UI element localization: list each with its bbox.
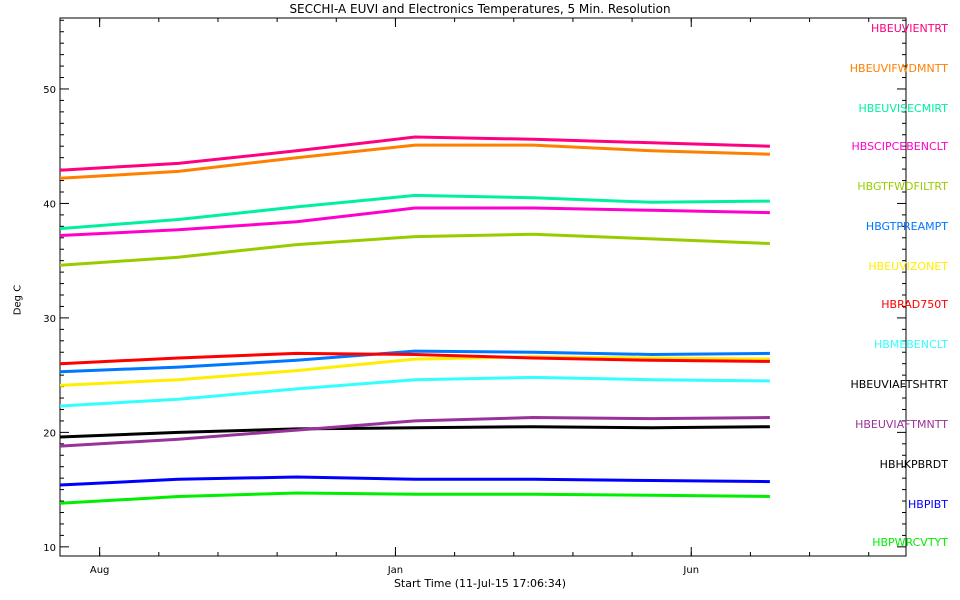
series-line-hbeuviaftshtrt	[59, 425, 770, 439]
legend-hbscipcebenclt: HBSCIPCEBENCLT	[851, 140, 948, 153]
chart-title: SECCHI-A EUVI and Electronics Temperatur…	[289, 2, 671, 16]
legend-hbmebenclt: HBMEBENCLT	[874, 338, 948, 351]
legend-hbpibt: HBPIBT	[908, 498, 948, 511]
y-tick-label-10: 10	[43, 543, 56, 554]
legend-hbgtpreampt: HBGTPREAMPT	[865, 220, 948, 233]
legend-hbrad750t: HBRAD750T	[881, 298, 948, 311]
x-axis-label: Start Time (11-Jul-15 17:06:34)	[393, 577, 567, 590]
legend-hbpwrcvtyt: HBPWRCVTYT	[872, 536, 948, 549]
series-line-hbpwrcvtyt	[59, 491, 770, 505]
series-line-hbmebenclt	[59, 375, 770, 408]
y-tick-label-30: 30	[43, 314, 56, 325]
legend-hbeuvifwdmntt: HBEUVIFWDMNTT	[849, 62, 948, 75]
y-tick-label-40: 40	[43, 199, 56, 210]
y-tick-label-50: 50	[43, 85, 56, 96]
y-axis-label: Deg C	[12, 284, 24, 316]
series-line-hbrad750t	[59, 351, 770, 366]
series-line-hbgtpreampt	[59, 349, 770, 374]
legend-hbeuvisecmirt: HBEUVISECMIRT	[858, 102, 949, 115]
x-tick-label-aug: Aug	[90, 565, 110, 576]
series-line-hbeuvisecmirt	[59, 193, 770, 231]
series-line-hbgtfwdfiltrt	[59, 232, 770, 267]
plot-frame	[59, 17, 907, 557]
legend-hbeuvizonet: HBEUVIZONET	[868, 260, 948, 273]
series-line-hbeuvientrt	[59, 135, 770, 172]
x-tick-label-jun: Jun	[682, 565, 699, 576]
series-line-hbpibt	[59, 475, 770, 487]
legend-hbeuvientrt: HBEUVIENTRT	[870, 22, 948, 35]
legend-hbhkpbrdt: HBHKPBRDT	[879, 458, 948, 471]
series-line-hbscipcebenclt	[59, 206, 770, 237]
y-tick-label-20: 20	[43, 428, 56, 439]
legend-hbgtfwdfiltrt: HBGTFWDFILTRT	[857, 180, 948, 193]
legend-hbeuviaftshtrt: HBEUVIAFTSHTRT	[850, 378, 948, 391]
legend-hbeuviaftmntt: HBEUVIAFTMNTT	[855, 418, 948, 431]
x-tick-label-jan: Jan	[387, 565, 403, 576]
series-line-hbeuvizonet	[59, 355, 770, 387]
series-line-hbeuvifwdmntt	[59, 143, 770, 180]
series-line-hbeuviaftmntt	[59, 416, 770, 448]
